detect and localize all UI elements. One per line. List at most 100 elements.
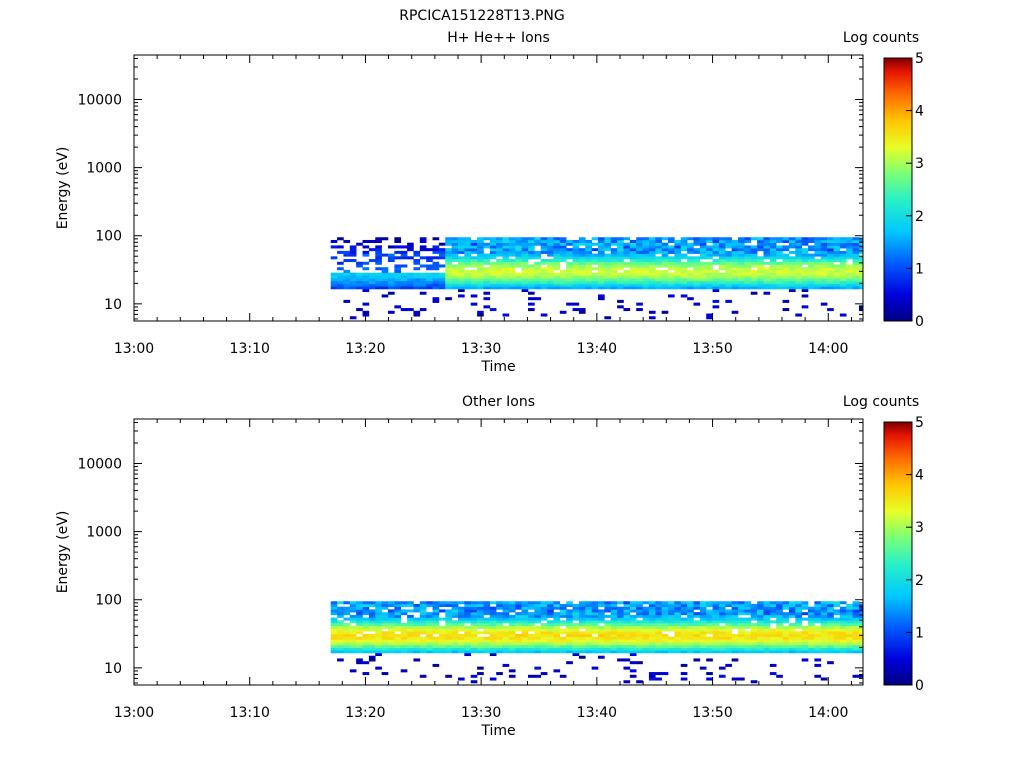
colorbar-strip	[884, 457, 912, 460]
heatmap-cell	[451, 286, 459, 290]
heatmap-cell	[782, 606, 790, 610]
heatmap-cell	[623, 639, 631, 643]
heatmap-cell	[489, 267, 497, 271]
heatmap-cell	[846, 606, 853, 610]
colorbar-strip	[884, 654, 912, 657]
heatmap-cell	[451, 278, 459, 282]
heatmap-cell	[470, 631, 478, 635]
heatmap-cell	[763, 633, 771, 637]
heatmap-cell	[846, 264, 853, 268]
heatmap-cell	[661, 609, 669, 613]
heatmap-cell	[801, 642, 809, 646]
heatmap-cell	[375, 623, 382, 627]
heatmap-cell	[426, 628, 433, 632]
heatmap-cell	[343, 275, 351, 279]
heatmap-cell	[572, 242, 580, 246]
heatmap-cell	[483, 242, 491, 246]
heatmap-cell	[451, 237, 459, 241]
heatmap-cell	[674, 625, 682, 629]
colorbar-strip	[884, 472, 912, 475]
heatmap-cell	[413, 658, 421, 662]
heatmap-cell	[470, 275, 478, 279]
heatmap-cell	[349, 644, 357, 648]
heatmap-cell	[661, 601, 669, 605]
heatmap-cell	[502, 612, 510, 616]
heatmap-cell	[540, 650, 548, 654]
heatmap-cell	[528, 248, 535, 252]
heatmap-cell	[470, 625, 478, 629]
heatmap-cell	[508, 245, 516, 249]
colorbar-strip	[884, 139, 912, 142]
heatmap-cell	[566, 267, 573, 271]
heatmap-cell	[419, 601, 427, 605]
heatmap-cell	[528, 650, 535, 654]
heatmap-cell	[375, 653, 382, 657]
heatmap-cell	[559, 631, 567, 635]
heatmap-cell	[858, 278, 864, 282]
heatmap-cell	[788, 612, 796, 616]
heatmap-cell	[419, 614, 427, 618]
heatmap-cell	[750, 625, 758, 629]
heatmap-cell	[528, 267, 535, 271]
heatmap-cell	[464, 248, 472, 252]
heatmap-cell	[451, 253, 459, 257]
heatmap-cell	[591, 601, 599, 605]
heatmap-cell	[426, 264, 433, 268]
heatmap-cell	[636, 275, 643, 279]
heatmap-cell	[413, 633, 421, 637]
heatmap-cell	[687, 280, 694, 284]
heatmap-cell	[470, 617, 478, 621]
heatmap-cell	[738, 248, 745, 252]
heatmap-cell	[827, 601, 834, 605]
heatmap-cell	[585, 245, 592, 249]
heatmap-cell	[782, 237, 790, 241]
heatmap-cell	[687, 620, 694, 624]
heatmap-cell	[375, 256, 382, 260]
heatmap-cell	[839, 280, 847, 284]
heatmap-cell	[846, 242, 853, 246]
heatmap-cell	[744, 609, 752, 613]
heatmap-cell	[337, 278, 344, 282]
heatmap-cell	[687, 642, 694, 646]
heatmap-cell	[655, 239, 662, 243]
heatmap-cell	[502, 609, 510, 613]
heatmap-cell	[489, 631, 497, 635]
heatmap-cell	[858, 275, 864, 279]
heatmap-cell	[349, 253, 357, 257]
heatmap-cell	[757, 275, 764, 279]
heatmap-cell	[629, 239, 637, 243]
heatmap-cell	[502, 237, 510, 241]
figure-title: RPCICA151228T13.PNG	[399, 8, 564, 24]
colorbar-strip	[884, 553, 912, 557]
heatmap-cell	[655, 633, 662, 637]
heatmap-cell	[750, 647, 758, 651]
heatmap-cell	[668, 267, 675, 271]
heatmap-cell	[343, 623, 351, 627]
heatmap-cell	[578, 650, 586, 654]
heatmap-cell	[559, 614, 567, 618]
heatmap-cell	[820, 603, 828, 607]
heatmap-cell	[458, 620, 465, 624]
heatmap-cell	[801, 606, 809, 610]
heatmap-cell	[578, 272, 586, 276]
heatmap-cell	[585, 248, 592, 252]
heatmap-cell	[394, 614, 402, 618]
heatmap-cell	[585, 242, 592, 246]
heatmap-cell	[610, 609, 618, 613]
heatmap-cell	[502, 663, 510, 667]
heatmap-cell	[731, 647, 739, 651]
heatmap-cell	[801, 612, 809, 616]
heatmap-cell	[419, 628, 427, 632]
heatmap-cell	[680, 609, 688, 613]
heatmap-cell	[508, 620, 516, 624]
heatmap-cell	[699, 639, 707, 643]
heatmap-cell	[540, 259, 548, 263]
heatmap-cell	[846, 620, 853, 624]
heatmap-cell	[808, 248, 815, 252]
heatmap-cell	[553, 606, 561, 610]
heatmap-cell	[801, 289, 809, 293]
heatmap-cell	[718, 286, 726, 290]
heatmap-cell	[718, 239, 726, 243]
heatmap-cell	[578, 644, 586, 648]
heatmap-cell	[788, 280, 796, 284]
